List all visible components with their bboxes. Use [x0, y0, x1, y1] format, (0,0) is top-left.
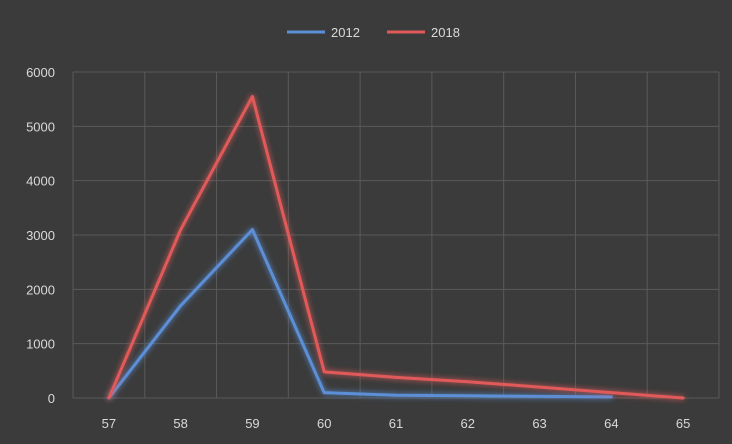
- x-tick-label: 60: [317, 416, 331, 431]
- series: [107, 94, 685, 400]
- series-line-2012: [107, 228, 613, 400]
- x-tick-label: 61: [389, 416, 403, 431]
- y-tick-label: 0: [48, 391, 55, 406]
- y-tick-label: 3000: [26, 228, 55, 243]
- x-tick-label: 57: [102, 416, 116, 431]
- y-tick-label: 2000: [26, 282, 55, 297]
- y-axis: 0 1000 2000 3000 4000 5000 6000: [26, 65, 55, 406]
- legend-label: 2018: [431, 25, 460, 40]
- legend: 2012 2018: [287, 25, 460, 40]
- y-tick-label: 5000: [26, 119, 55, 134]
- x-tick-label: 59: [245, 416, 259, 431]
- x-tick-label: 62: [461, 416, 475, 431]
- series-line-2018: [107, 94, 685, 400]
- y-tick-label: 6000: [26, 65, 55, 80]
- legend-label: 2012: [331, 25, 360, 40]
- x-tick-label: 64: [604, 416, 618, 431]
- x-axis: 57 58 59 60 61 62 63 64 65: [102, 416, 691, 431]
- grid: [72, 71, 720, 399]
- x-tick-label: 65: [676, 416, 690, 431]
- x-tick-label: 63: [532, 416, 546, 431]
- y-tick-label: 1000: [26, 337, 55, 352]
- y-tick-label: 4000: [26, 174, 55, 189]
- x-tick-label: 58: [173, 416, 187, 431]
